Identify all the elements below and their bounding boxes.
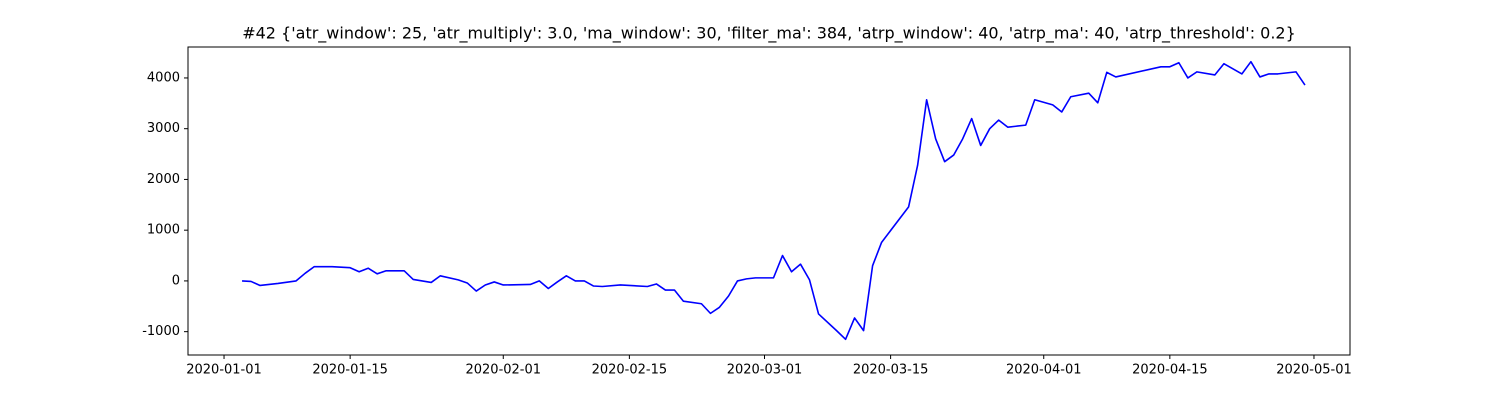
x-tick-label: 2020-02-01 [465, 363, 541, 378]
x-tick-label: 2020-04-15 [1132, 363, 1208, 378]
y-tick-label: 3000 [147, 121, 180, 136]
y-tick-label: 0 [172, 273, 180, 288]
x-tick-label: 2020-05-01 [1276, 363, 1352, 378]
y-tick-label: 2000 [147, 172, 180, 187]
line [242, 60, 1306, 341]
x-tick-label: 2020-02-15 [592, 363, 668, 378]
x-tick-label: 2020-03-15 [853, 363, 929, 378]
y-tick-label: -1000 [142, 324, 180, 339]
x-tick-label: 2020-03-01 [727, 363, 803, 378]
x-tick-label: 2020-01-15 [312, 363, 388, 378]
x-tick-label: 2020-01-01 [186, 363, 262, 378]
y-tick-label: 4000 [147, 70, 180, 85]
x-tick-label: 2020-04-01 [1006, 363, 1082, 378]
plot-frame [187, 46, 1351, 356]
y-tick-label: 1000 [147, 223, 180, 238]
chart-title: #42 {'atr_window': 25, 'atr_multiply': 3… [242, 24, 1296, 44]
